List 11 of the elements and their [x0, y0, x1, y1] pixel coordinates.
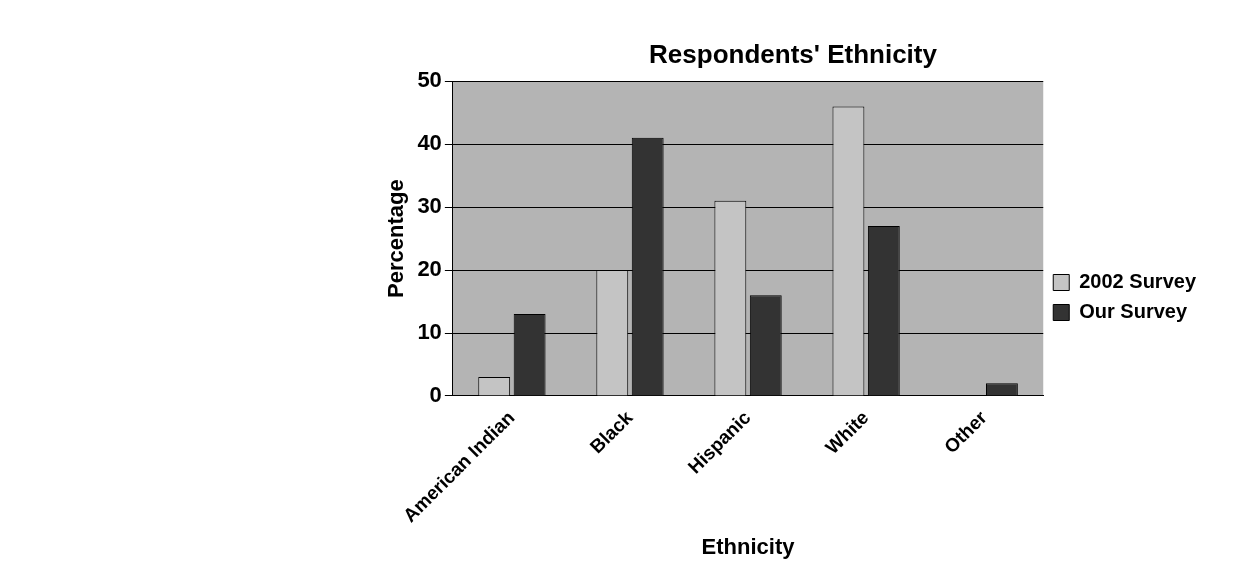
- x-axis-title: Ethnicity: [701, 533, 796, 559]
- legend-label: Our Survey: [1079, 300, 1188, 323]
- y-tick-label: 20: [417, 256, 442, 282]
- legend-label: 2002 Survey: [1079, 270, 1197, 293]
- y-tick-label: 50: [417, 67, 442, 93]
- y-tick-label: 10: [417, 319, 442, 345]
- y-tick-label: 40: [417, 130, 442, 156]
- chart-title: Respondents' Ethnicity: [649, 38, 938, 69]
- y-tick-label: 0: [429, 382, 442, 408]
- y-tick-label: 30: [417, 193, 442, 219]
- y-axis-title: Percentage: [383, 179, 409, 298]
